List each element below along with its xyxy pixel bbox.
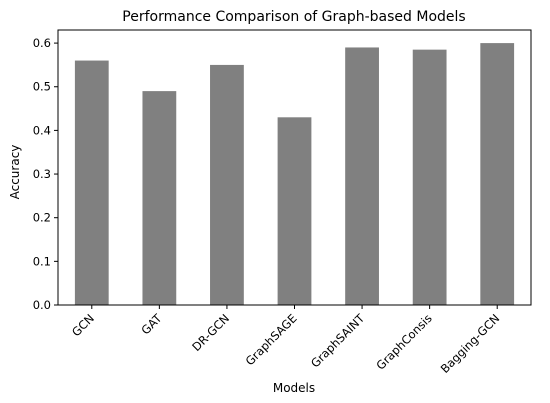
bar-bagging-gcn bbox=[480, 43, 515, 305]
x-tick-label: GAT bbox=[138, 311, 165, 338]
x-axis-label: Models bbox=[273, 381, 315, 395]
plot-frame bbox=[57, 29, 532, 306]
bar-graphconsis bbox=[412, 49, 447, 306]
bar-graphsage bbox=[277, 117, 312, 305]
bars-group bbox=[74, 43, 515, 306]
x-tick-label: Bagging-GCN bbox=[438, 311, 503, 376]
y-tick-label: 0.1 bbox=[33, 254, 51, 268]
y-tick-label: 0.2 bbox=[33, 211, 51, 225]
bar-graphsaint bbox=[345, 47, 379, 305]
x-ticks-group: GCN GAT DR-GCN GraphSAGE GraphSAINT GraphCons… bbox=[69, 305, 502, 376]
y-axis-label: Accuracy bbox=[8, 145, 22, 200]
bar-dr-gcn bbox=[210, 64, 244, 306]
x-tick-label: DR-GCN bbox=[189, 311, 232, 354]
y-tick-label: 0.3 bbox=[33, 167, 51, 181]
y-tick-label: 0.6 bbox=[33, 36, 51, 50]
x-tick-label: GraphSAINT bbox=[308, 311, 368, 371]
x-tick-label: GCN bbox=[69, 311, 97, 339]
x-tick-label: GraphConsis bbox=[373, 311, 434, 372]
y-tick-label: 0.4 bbox=[33, 123, 51, 137]
y-tick-label: 0.0 bbox=[33, 298, 51, 312]
y-ticks-group: 0.0 0.1 0.2 0.3 0.4 0.5 0.6 bbox=[33, 36, 58, 312]
y-tick-label: 0.5 bbox=[33, 80, 51, 94]
x-tick-label: GraphSAGE bbox=[243, 311, 300, 368]
chart-title: Performance Comparison of Graph-based Mo… bbox=[122, 9, 465, 25]
bar-gat bbox=[142, 91, 177, 305]
bar-gcn bbox=[74, 60, 109, 305]
